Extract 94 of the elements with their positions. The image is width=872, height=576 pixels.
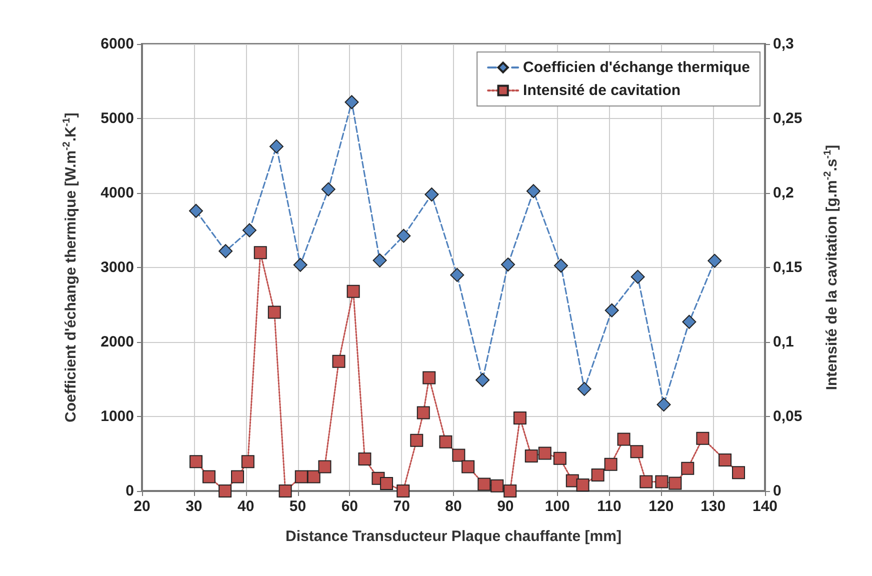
point: [604, 458, 618, 471]
point: [478, 478, 491, 491]
y2-tick-label: 0,15: [773, 259, 802, 276]
legend-label: Intensité de cavitation: [523, 82, 681, 99]
point: [630, 445, 644, 458]
y2-tick-label: 0,25: [773, 110, 802, 127]
point: [218, 244, 233, 258]
point: [591, 468, 604, 482]
point: [513, 411, 526, 424]
point: [332, 354, 346, 368]
point: [576, 478, 590, 492]
point: [538, 446, 552, 460]
y-tick-label: 4000: [100, 184, 134, 202]
point: [358, 452, 372, 466]
y-tick-label: 3000: [100, 259, 134, 276]
point: [372, 253, 387, 268]
point: [501, 258, 516, 272]
y-axis-title: Coefficient d'échange thermique [W.m-2.K-1]: [62, 112, 80, 422]
point: [278, 484, 292, 498]
point: [188, 204, 203, 218]
point: [293, 258, 308, 272]
x-tick-label: 40: [237, 498, 254, 515]
point: [268, 306, 281, 319]
x-tick-label: 140: [752, 498, 778, 515]
point: [231, 470, 244, 484]
point: [294, 470, 308, 484]
x-tick-label: 120: [648, 498, 674, 515]
point: [462, 460, 475, 474]
point: [655, 475, 668, 488]
point: [344, 95, 359, 110]
point: [396, 228, 411, 243]
point: [422, 371, 436, 384]
y2-axis-title: Intensité de la cavitation [g.m-2.s-1]: [822, 144, 840, 390]
x-tick-label: 60: [341, 498, 358, 515]
point: [396, 484, 410, 498]
point: [617, 432, 630, 446]
point: [577, 382, 592, 396]
point: [476, 372, 490, 387]
point: [346, 284, 360, 298]
x-tick-label: 70: [393, 498, 410, 515]
x-tick-label: 80: [445, 498, 462, 515]
point: [450, 268, 464, 282]
point: [682, 314, 696, 329]
x-axis-title: Distance Transducteur Plaque chauffante [mm]: [286, 528, 622, 545]
point: [424, 187, 439, 202]
legend-label: Coefficien d'échange thermique: [523, 59, 750, 76]
y2-tick-label: 0: [773, 482, 782, 500]
y-tick-label: 6000: [100, 36, 134, 52]
point: [416, 406, 430, 420]
point: [708, 254, 722, 268]
point: [630, 270, 645, 284]
y2-tick-label: 0,1: [773, 334, 794, 350]
point: [526, 184, 540, 198]
point: [732, 466, 746, 480]
point: [269, 139, 284, 154]
point: [318, 460, 332, 474]
x-tick-label: 30: [186, 498, 202, 515]
point: [307, 470, 320, 484]
y2-tick-label: 0,05: [773, 408, 802, 425]
point: [681, 462, 694, 475]
point: [452, 448, 466, 462]
y-tick-label: 1000: [100, 408, 134, 425]
x-tick-label: 130: [700, 498, 726, 515]
point: [696, 432, 710, 445]
point: [321, 182, 336, 196]
point: [668, 476, 682, 490]
point: [553, 452, 566, 465]
point: [254, 246, 267, 260]
point: [189, 455, 202, 468]
point: [640, 475, 653, 488]
point: [718, 454, 732, 467]
y-tick-label: 2000: [100, 334, 134, 350]
point: [656, 398, 671, 412]
y2-tick-label: 0,3: [773, 36, 794, 52]
point: [439, 435, 452, 448]
point: [490, 479, 504, 492]
y2-tick-label: 0,2: [773, 184, 794, 202]
x-tick-label: 110: [597, 498, 622, 515]
point: [242, 223, 256, 238]
y-tick-label: 0: [126, 482, 134, 500]
point: [241, 455, 254, 468]
point: [604, 303, 619, 318]
point: [202, 470, 216, 484]
x-tick-label: 90: [497, 498, 514, 515]
point: [504, 484, 517, 498]
x-tick-label: 20: [134, 498, 150, 515]
x-tick-label: 50: [289, 498, 306, 515]
y-tick-label: 5000: [100, 110, 134, 127]
point: [218, 484, 232, 498]
point: [380, 477, 394, 490]
point: [410, 434, 424, 447]
point: [554, 258, 568, 273]
x-tick-label: 100: [544, 498, 570, 515]
point: [524, 449, 538, 462]
